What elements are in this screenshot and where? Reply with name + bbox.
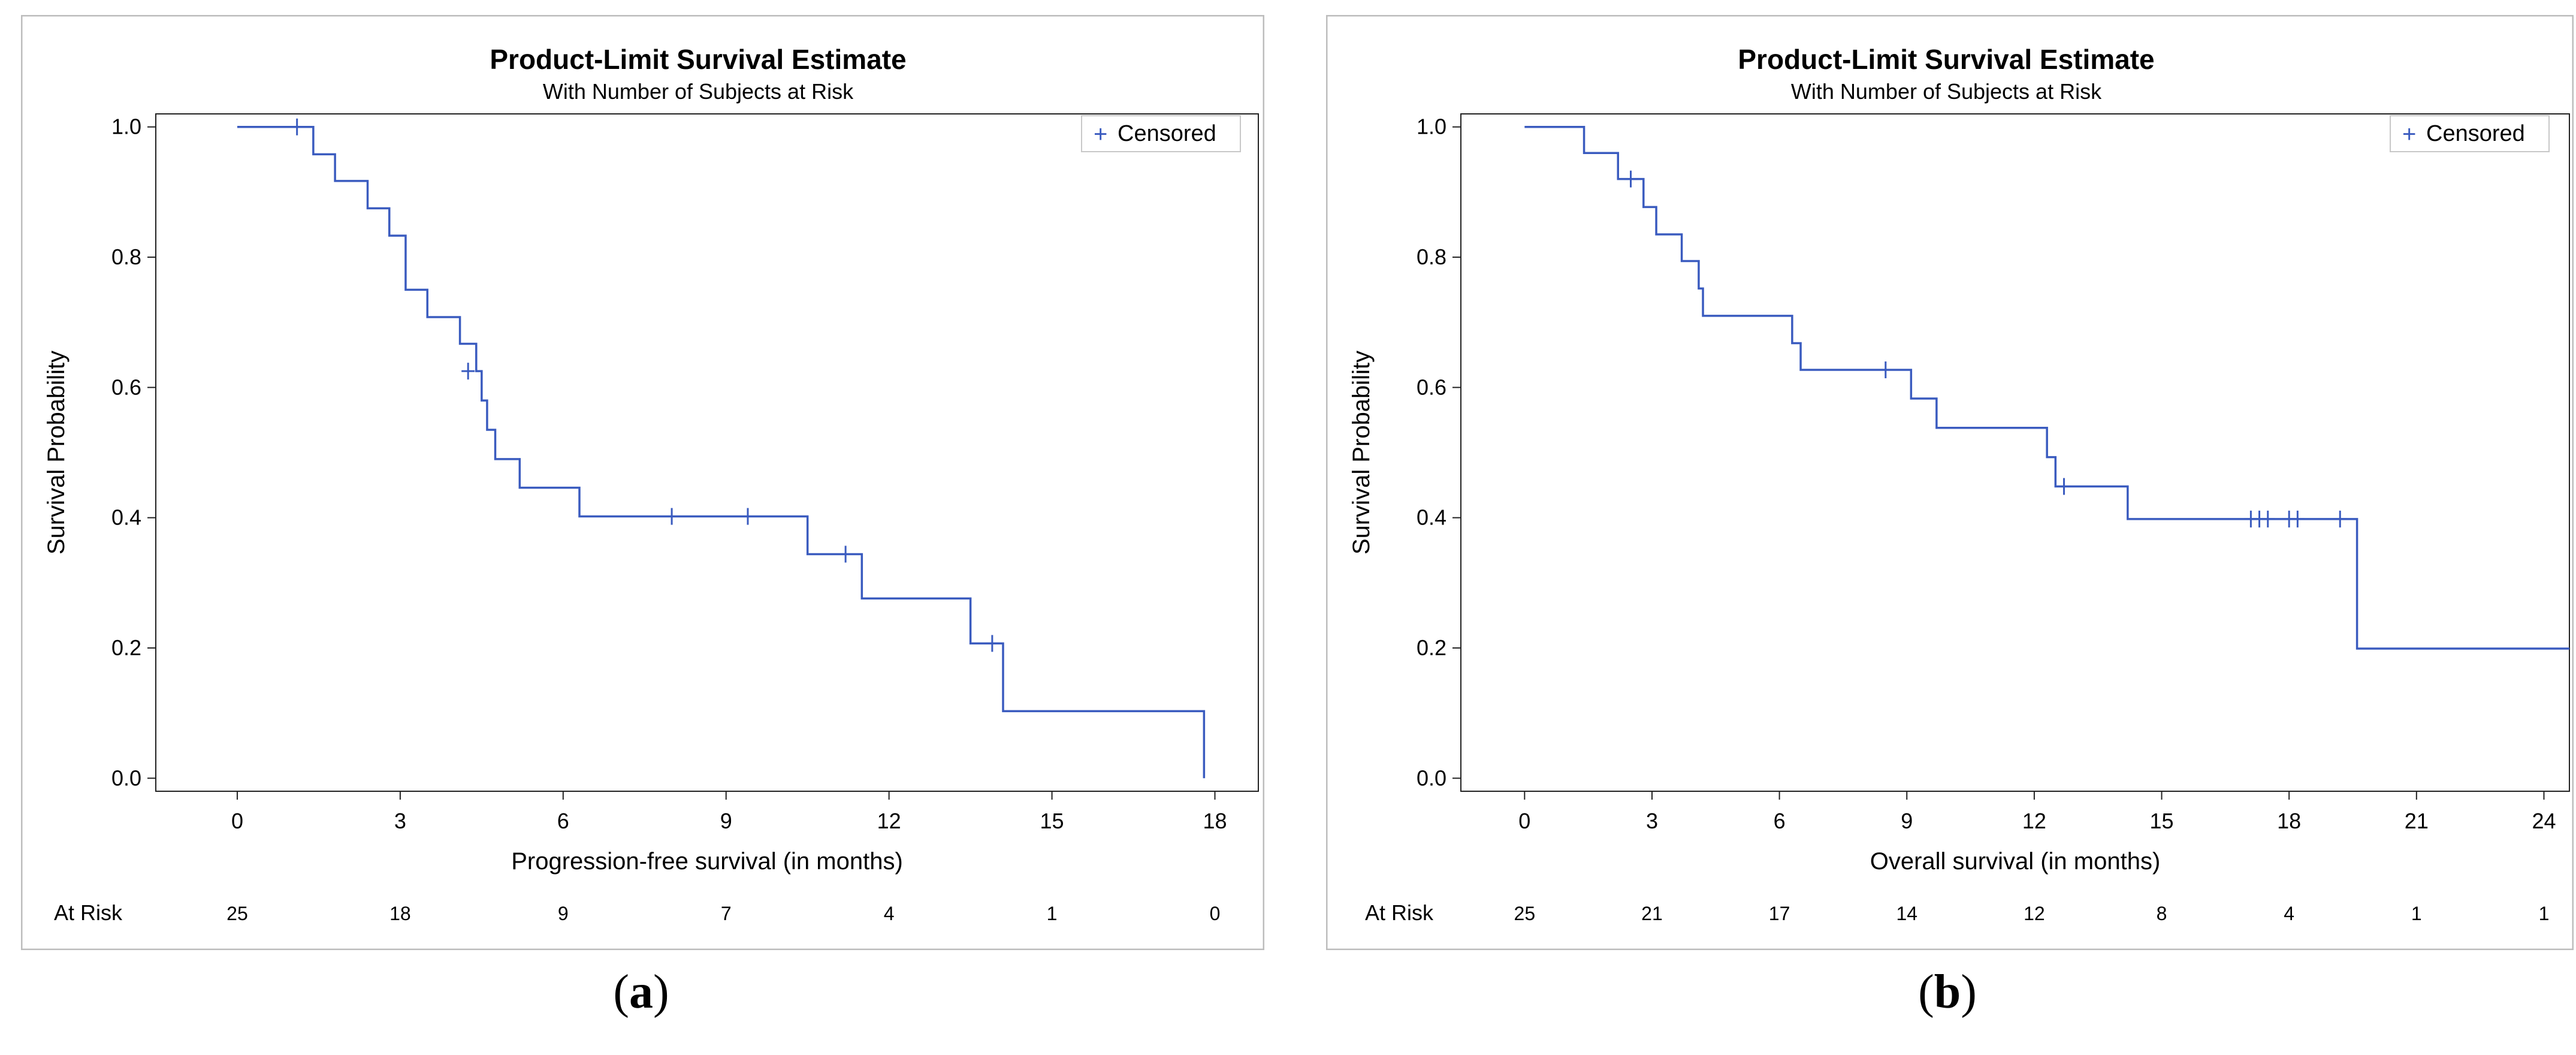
y-tick-label: 0.6 xyxy=(111,375,141,399)
x-tick-label: 15 xyxy=(1040,809,1064,833)
at-risk-row: 25 21 17 14 12 8 4 1 1 xyxy=(1514,903,2550,924)
legend-box xyxy=(1081,115,1241,152)
legend-label: Censored xyxy=(1118,121,1216,146)
subfigure-label-b: (b) xyxy=(1918,966,1977,1018)
at-risk-count: 17 xyxy=(1769,903,1790,924)
censored-mark xyxy=(839,545,853,563)
survival-curve xyxy=(1524,125,2569,650)
axes-group: 0 3 6 9 12 15 18 0.0 0.2 0.4 0.6 0.8 1.0 xyxy=(111,114,1227,833)
y-tick-label: 1.0 xyxy=(1417,114,1446,139)
y-tick-label: 0.0 xyxy=(111,765,141,790)
legend: + Censored xyxy=(1081,115,1241,152)
censored-mark xyxy=(985,635,999,652)
at-risk-count: 1 xyxy=(2411,903,2422,924)
axes-group: 0 3 6 9 12 15 18 21 24 0.0 0.2 0.4 0.6 0.8 1.0 xyxy=(1417,114,2556,833)
x-tick-label: 18 xyxy=(2277,809,2301,833)
chart-subtitle: With Number of Subjects at Risk xyxy=(543,79,854,104)
censored-mark xyxy=(290,118,304,135)
censored-mark xyxy=(2261,510,2275,528)
plot-area xyxy=(155,113,1259,792)
subfigure-label-a: (a) xyxy=(613,966,669,1018)
y-axis-label: Survival Probability xyxy=(1348,351,1375,554)
x-tick-label: 12 xyxy=(877,809,901,833)
censored-mark xyxy=(2057,478,2071,495)
at-risk-count: 0 xyxy=(1210,903,1221,924)
y-tick-label: 0.6 xyxy=(1417,375,1446,399)
at-risk-count: 21 xyxy=(1641,903,1663,924)
legend-marker-icon: + xyxy=(2402,121,2416,147)
y-tick-label: 0.0 xyxy=(1417,765,1446,790)
x-axis-label: Progression-free survival (in months) xyxy=(511,848,903,875)
at-risk-count: 18 xyxy=(389,903,411,924)
x-tick-label: 9 xyxy=(720,809,732,833)
at-risk-label: At Risk xyxy=(54,900,123,925)
at-risk-count: 4 xyxy=(2284,903,2294,924)
survival-curve xyxy=(237,125,1206,779)
x-tick-label: 3 xyxy=(1646,809,1658,833)
at-risk-count: 1 xyxy=(1047,903,1058,924)
legend-label: Censored xyxy=(2426,121,2525,146)
y-tick-label: 1.0 xyxy=(111,114,141,139)
x-axis-label: Overall survival (in months) xyxy=(1870,848,2161,875)
chart-frame xyxy=(21,15,1264,950)
legend: + Censored xyxy=(2390,115,2550,152)
at-risk-count: 25 xyxy=(1514,903,1536,924)
x-tick-label: 9 xyxy=(1901,809,1913,833)
x-tick-label: 24 xyxy=(2532,809,2556,833)
censored-mark xyxy=(1879,361,1892,379)
x-tick-label: 15 xyxy=(2150,809,2174,833)
censored-mark xyxy=(1624,170,1638,188)
survival-chart-b: Product-Limit Survival Estimate With Num… xyxy=(1326,15,2574,950)
x-tick-label: 6 xyxy=(557,809,569,833)
y-tick-label: 0.4 xyxy=(1417,505,1446,530)
x-tick-label: 18 xyxy=(1203,809,1227,833)
chart-subtitle: With Number of Subjects at Risk xyxy=(1791,79,2102,104)
legend-box xyxy=(2390,115,2550,152)
marks-group xyxy=(1524,125,2569,650)
at-risk-count: 12 xyxy=(2024,903,2045,924)
censored-mark xyxy=(665,508,679,525)
y-tick-label: 0.2 xyxy=(111,635,141,660)
chart-frame xyxy=(1326,15,2574,950)
marks-group xyxy=(237,118,1206,779)
y-tick-label: 0.2 xyxy=(1417,635,1446,660)
censored-mark xyxy=(2291,510,2305,528)
at-risk-count: 8 xyxy=(2157,903,2167,924)
y-tick-label: 0.4 xyxy=(111,505,141,530)
at-risk-row: 25 18 9 7 4 1 0 xyxy=(227,903,1220,924)
x-tick-label: 3 xyxy=(394,809,406,833)
chart-title: Product-Limit Survival Estimate xyxy=(1738,44,2154,75)
plot-area xyxy=(1460,113,2570,792)
censored-mark xyxy=(741,508,754,525)
censored-mark xyxy=(461,363,475,380)
x-tick-label: 12 xyxy=(2022,809,2046,833)
x-tick-label: 21 xyxy=(2405,809,2429,833)
x-tick-label: 0 xyxy=(231,809,243,833)
legend-marker-icon: + xyxy=(1094,121,1107,147)
x-tick-label: 6 xyxy=(1774,809,1786,833)
at-risk-label: At Risk xyxy=(1365,900,1434,925)
x-tick-label: 0 xyxy=(1518,809,1530,833)
at-risk-count: 9 xyxy=(558,903,569,924)
censored-mark xyxy=(2333,510,2347,528)
at-risk-count: 14 xyxy=(1896,903,1917,924)
y-tick-label: 0.8 xyxy=(1417,245,1446,269)
y-tick-label: 0.8 xyxy=(111,245,141,269)
at-risk-count: 7 xyxy=(721,903,732,924)
survival-chart-a: Product-Limit Survival Estimate With Num… xyxy=(21,15,1264,950)
chart-title: Product-Limit Survival Estimate xyxy=(490,44,906,75)
at-risk-count: 25 xyxy=(227,903,248,924)
at-risk-count: 1 xyxy=(2539,903,2550,924)
y-axis-label: Survival Probability xyxy=(43,351,70,554)
at-risk-count: 4 xyxy=(884,903,895,924)
